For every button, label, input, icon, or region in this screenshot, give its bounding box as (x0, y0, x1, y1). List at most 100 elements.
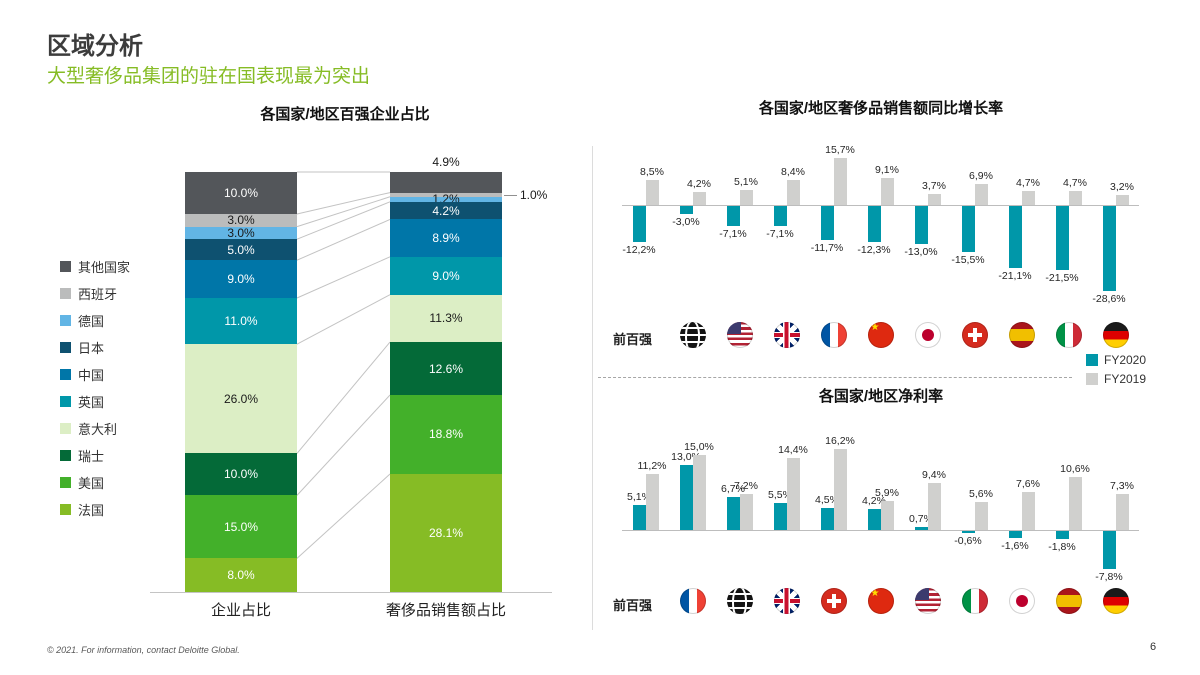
legend-row-fy2019: FY2019 (1086, 371, 1146, 386)
stack-segment-意大利: 11.3% (390, 294, 502, 343)
segment-label: 8.9% (432, 231, 460, 246)
flag-globe-icon (726, 588, 753, 614)
stack-segment-英国: 9.0% (390, 256, 502, 295)
bar-FY2020 (679, 205, 693, 214)
bar-FY2020 (773, 205, 787, 227)
bar-FY2020 (1008, 530, 1022, 538)
legend-swatch (60, 503, 71, 515)
stack-segment-中国: 8.9% (390, 219, 502, 257)
segment-label: 28.1% (428, 525, 464, 540)
flag-uk-icon (773, 588, 800, 614)
bar-FY2019 (1068, 190, 1082, 205)
bar-FY2019 (1021, 492, 1035, 530)
segment-label: 11.3% (429, 311, 463, 326)
bar-FY2020 (726, 205, 740, 227)
segment-label: 11.0% (224, 314, 258, 329)
page-title: 区域分析 (47, 33, 143, 60)
legend-swatch (60, 314, 71, 326)
value-label: 9,4% (922, 469, 946, 481)
flag-china-icon (867, 588, 894, 614)
legend-item-西班牙: 西班牙 (60, 286, 130, 302)
bar-FY2019 (645, 474, 659, 530)
bar-FY2020 (773, 502, 787, 530)
bar-FY2019 (786, 458, 800, 530)
segment-label: 12.6% (428, 361, 464, 376)
page-subtitle: 大型奢侈品集团的驻在国表现最为突出 (47, 66, 371, 87)
stack-segment-法国: 28.1% (390, 473, 502, 592)
flag-germany-icon (1102, 588, 1129, 614)
value-label: 9,1% (875, 163, 899, 176)
growth-chart-title: 各国家/地区奢侈品销售额同比增长率 (758, 100, 1004, 117)
flag-france-icon (820, 322, 847, 348)
value-label: 0,7% (909, 512, 933, 525)
value-label: -21,5% (1045, 271, 1079, 284)
flag-france-icon (679, 588, 706, 614)
legend-label: 德国 (78, 313, 105, 329)
flag-uk-icon (773, 322, 800, 348)
flag-italy-icon (1055, 322, 1082, 348)
legend-label: 中国 (78, 367, 105, 383)
legend-label: 瑞士 (78, 448, 105, 464)
legend-swatch (60, 476, 71, 488)
segment-label: 5.0% (227, 242, 255, 257)
stack-segment-西班牙: 3.0% (185, 213, 297, 227)
bar-FY2019 (833, 157, 847, 205)
legend-swatch (60, 260, 71, 272)
stacked-chart-axis (150, 592, 552, 593)
bar-FY2020 (867, 205, 881, 242)
legend-item-日本: 日本 (60, 340, 130, 356)
value-label: 5,5% (768, 488, 792, 501)
callout-line (504, 195, 517, 196)
segment-label: 15.0% (223, 519, 259, 534)
value-label: 3,2% (1110, 181, 1134, 194)
value-label: 7,6% (1016, 478, 1040, 490)
bar-FY2019 (974, 184, 988, 205)
axis-line (622, 205, 1139, 206)
legend-swatch (60, 341, 71, 353)
stack-segment-西班牙 (390, 192, 502, 197)
value-label: -7,1% (766, 228, 794, 241)
segment-label: 9.0% (432, 268, 460, 283)
bar-FY2019 (880, 500, 894, 530)
bar-FY2020 (820, 205, 834, 241)
flag-globe-icon (679, 322, 706, 348)
bar-FY2019 (1115, 493, 1129, 530)
bar-FY2020 (632, 205, 646, 242)
value-label: 4,7% (1063, 176, 1087, 189)
bar-FY2020 (961, 530, 975, 533)
bar-FY2019 (786, 179, 800, 205)
legend-item-其他国家: 其他国家 (60, 259, 130, 275)
page-number: 6 (1150, 641, 1157, 653)
value-label: 4,7% (1016, 176, 1040, 189)
value-label: -13,0% (904, 246, 938, 258)
bar-FY2020 (632, 504, 646, 530)
segment-label: 10.0% (223, 186, 259, 200)
value-label: 11,2% (637, 460, 667, 472)
value-label: -0,6% (954, 535, 982, 547)
flag-us-icon (914, 588, 941, 614)
fy2020-swatch (1086, 353, 1098, 366)
legend-item-美国: 美国 (60, 475, 130, 491)
segment-label: 3.0% (227, 225, 255, 240)
flag-italy-icon (961, 588, 988, 614)
bar-FY2019 (927, 193, 941, 205)
stacked-category-label-2: 奢侈品销售额占比 (385, 602, 506, 619)
bar-FY2019 (1115, 195, 1129, 205)
growth-top100-label: 前百强 (613, 332, 653, 347)
value-label: -7,1% (719, 228, 747, 241)
axis-line (622, 530, 1139, 531)
bar-FY2019 (645, 179, 659, 205)
value-label: -15,5% (951, 253, 985, 266)
legend-swatch (60, 449, 71, 461)
legend-item-中国: 中国 (60, 367, 130, 383)
stack-segment-法国: 8.0% (185, 558, 297, 592)
segment-label: 10.0% (223, 467, 259, 482)
bar-FY2019 (880, 177, 894, 205)
flag-switzerland-icon (961, 322, 988, 348)
stacked-chart-title: 各国家/地区百强企业占比 (260, 106, 430, 123)
stack-segment-意大利: 26.0% (185, 344, 297, 454)
bar-FY2019 (1021, 190, 1035, 205)
value-label: 5,1% (734, 175, 758, 188)
bar-FY2019 (974, 502, 988, 530)
bar-FY2020 (914, 526, 928, 530)
